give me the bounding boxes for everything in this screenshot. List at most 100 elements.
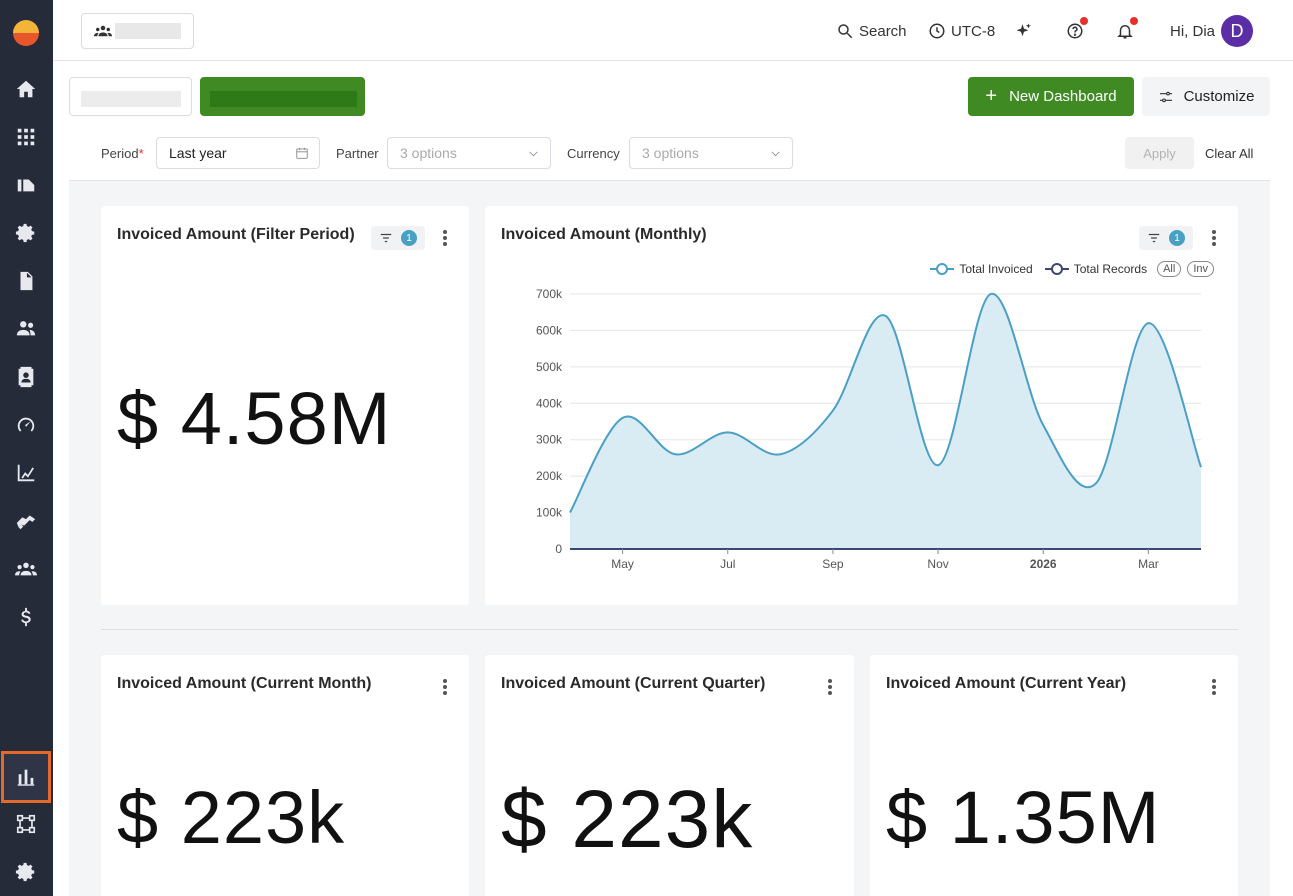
legend-item-total-invoiced[interactable]: Total Invoiced	[930, 262, 1033, 276]
avatar-initial: D	[1230, 20, 1244, 41]
timezone-label: UTC-8	[951, 22, 996, 40]
home-icon[interactable]	[13, 76, 39, 102]
ai-sparkle-button[interactable]	[1015, 20, 1038, 42]
card-title: Invoiced Amount (Current Quarter)	[501, 675, 766, 692]
users-icon[interactable]	[13, 315, 39, 341]
search-label: Search	[859, 22, 907, 40]
period-value: Last year	[169, 145, 227, 161]
card-filter-chip[interactable]: 1	[371, 226, 425, 250]
card-title: Invoiced Amount (Monthly)	[501, 226, 707, 243]
filter-icon	[380, 233, 392, 243]
chevron-down-icon	[771, 151, 780, 157]
document-icon[interactable]	[13, 268, 39, 294]
analytics-icon[interactable]	[13, 460, 39, 486]
clock-icon	[929, 23, 945, 39]
monthly-chart: 0 100k 200k 300k 400k 500k 600k 700k May Jul Sep No…	[536, 287, 1202, 571]
clear-all-button[interactable]: Clear All	[1205, 146, 1254, 161]
card-current-quarter: Invoiced Amount (Current Quarter) $ 223k	[485, 655, 854, 896]
help-button[interactable]	[1066, 20, 1089, 42]
search-icon	[838, 24, 853, 39]
bell-icon	[1117, 25, 1133, 39]
team-icon[interactable]	[13, 556, 39, 582]
legend-label: Total Invoiced	[959, 262, 1033, 276]
apply-button[interactable]: Apply	[1125, 137, 1194, 169]
dashboard-tab-active[interactable]	[200, 77, 365, 116]
sidebar-active-indicator	[1, 751, 51, 803]
y-tick-label: 500k	[536, 360, 563, 374]
dashboard-content: Invoiced Amount (Filter Period) 1 $ 4.58…	[69, 180, 1270, 896]
team-selector[interactable]	[81, 13, 194, 49]
card-filter-period: Invoiced Amount (Filter Period) 1 $ 4.58…	[101, 206, 469, 605]
settings-gear-icon[interactable]	[13, 220, 39, 246]
notifications-button[interactable]	[1116, 20, 1139, 42]
metric-value: $ 223k	[117, 776, 346, 859]
y-tick-label: 300k	[536, 433, 563, 447]
card-menu-button[interactable]	[1206, 677, 1222, 697]
period-label: Period*	[101, 146, 144, 161]
required-marker: *	[138, 146, 144, 161]
legend-label: Total Records	[1073, 262, 1148, 276]
handshake-icon[interactable]	[13, 508, 39, 534]
gear-icon[interactable]	[13, 859, 39, 885]
dollar-icon[interactable]	[13, 604, 39, 630]
dashboard-tab[interactable]	[69, 77, 192, 116]
catalog-icon[interactable]	[13, 172, 39, 198]
contacts-icon[interactable]	[13, 364, 39, 390]
currency-label: Currency	[567, 146, 620, 161]
help-icon	[1067, 23, 1083, 39]
card-title: Invoiced Amount (Current Month)	[117, 675, 372, 692]
filter-icon	[1148, 233, 1160, 243]
workflow-icon[interactable]	[13, 811, 39, 837]
new-dashboard-button[interactable]: + New Dashboard	[968, 77, 1134, 116]
card-menu-button[interactable]	[822, 677, 838, 697]
legend-pill-all[interactable]: All	[1157, 261, 1182, 277]
x-tick-label: Mar	[1138, 557, 1159, 571]
x-tick-label: Nov	[927, 557, 948, 571]
y-tick-label: 100k	[536, 506, 563, 520]
app-logo[interactable]	[13, 20, 39, 46]
card-title: Invoiced Amount (Current Year)	[886, 675, 1127, 692]
x-tick-label: May	[611, 557, 634, 571]
sidebar	[0, 0, 53, 896]
search-button[interactable]: Search	[836, 20, 907, 42]
team-icon	[94, 25, 112, 37]
period-select[interactable]: Last year	[156, 137, 320, 169]
notifications-dot	[1130, 17, 1138, 25]
currency-select[interactable]: 3 options	[629, 137, 793, 169]
greeting: Hi, Dia	[1170, 20, 1215, 42]
x-tick-label: 2026	[1030, 557, 1057, 571]
customize-button[interactable]: Customize	[1142, 77, 1270, 116]
section-divider	[101, 629, 1238, 630]
card-filter-chip[interactable]: 1	[1139, 226, 1193, 250]
filter-count-badge: 1	[1169, 230, 1185, 246]
greeting-label: Hi, Dia	[1170, 22, 1216, 40]
metric-value: $ 4.58M	[117, 377, 392, 460]
timezone-button[interactable]: UTC-8	[928, 20, 995, 42]
legend-item-total-records[interactable]: Total Records	[1044, 262, 1148, 276]
partner-label: Partner	[336, 146, 379, 161]
legend-pill-inv[interactable]: Inv	[1187, 261, 1214, 277]
dashboard-tab-name-redacted	[81, 91, 181, 107]
card-title: Invoiced Amount (Filter Period)	[117, 226, 355, 243]
help-notification-dot	[1080, 17, 1088, 25]
y-tick-label: 200k	[536, 469, 563, 483]
sliders-icon	[1159, 91, 1172, 102]
card-menu-button[interactable]	[1206, 228, 1222, 248]
new-dashboard-label: New Dashboard	[1009, 88, 1117, 105]
currency-placeholder: 3 options	[642, 145, 699, 161]
calendar-icon	[296, 147, 308, 159]
y-tick-label: 700k	[536, 287, 563, 301]
apps-icon[interactable]	[13, 124, 39, 150]
bar-chart-icon[interactable]	[13, 764, 39, 790]
y-tick-label: 600k	[536, 323, 563, 337]
customize-label: Customize	[1183, 88, 1255, 105]
card-menu-button[interactable]	[437, 228, 453, 248]
card-current-month: Invoiced Amount (Current Month) $ 223k	[101, 655, 469, 896]
avatar[interactable]: D	[1221, 15, 1253, 47]
speedometer-icon[interactable]	[13, 412, 39, 438]
sparkle-icon	[1016, 23, 1032, 37]
partner-select[interactable]: 3 options	[387, 137, 551, 169]
partner-placeholder: 3 options	[400, 145, 457, 161]
card-menu-button[interactable]	[437, 677, 453, 697]
card-current-year: Invoiced Amount (Current Year) $ 1.35M	[870, 655, 1238, 896]
